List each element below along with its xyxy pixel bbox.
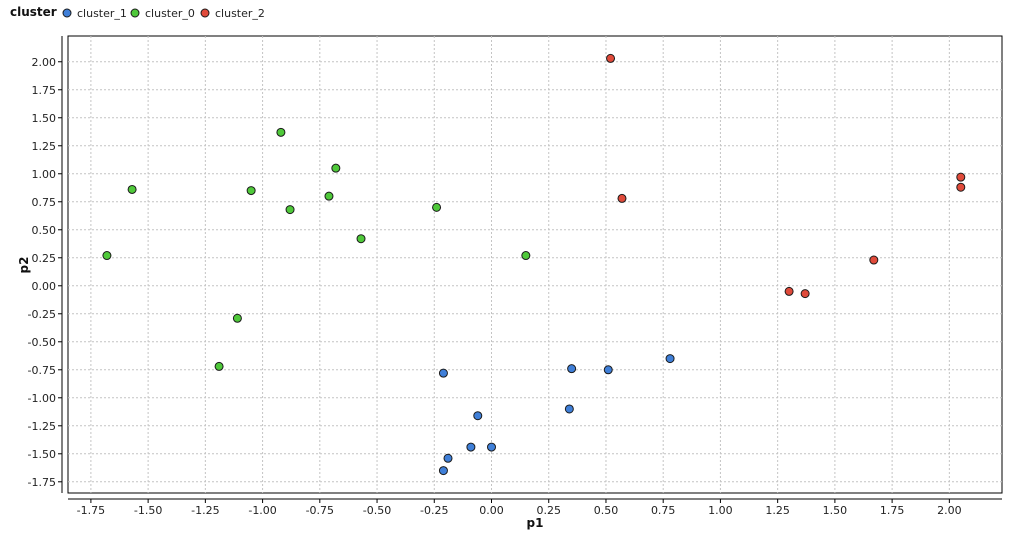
x-tick-label: -0.25 [420, 504, 448, 517]
x-tick-label: -1.75 [77, 504, 105, 517]
x-tick-label: 0.00 [479, 504, 504, 517]
legend-label-cluster_1: cluster_1 [77, 7, 127, 20]
legend-label-cluster_0: cluster_0 [145, 7, 195, 20]
point-cluster_0 [432, 202, 442, 212]
point-cluster_1 [665, 354, 675, 364]
y-tick-label: -0.50 [28, 336, 56, 349]
point-cluster_1 [443, 453, 453, 463]
y-tick-label: 1.50 [32, 112, 57, 125]
y-tick-label: -0.25 [28, 308, 56, 321]
legend-marker-cluster_2 [200, 8, 210, 18]
data-points [102, 53, 966, 476]
y-tick-label: -1.75 [28, 476, 56, 489]
x-axis-ticks: -1.75 -1.50 -1.25 -1.00 -0.75 -0.50 -0.25 0.00 0… [77, 499, 962, 517]
y-tick-label: 2.00 [32, 56, 57, 69]
plot-area [67, 35, 1003, 494]
x-tick-label: -0.75 [306, 504, 334, 517]
point-cluster_1 [603, 365, 613, 375]
point-cluster_0 [276, 127, 286, 137]
x-tick-label: -0.50 [363, 504, 391, 517]
y-axis-ticks: 2.00 1.75 1.50 1.25 1.00 0.75 0.50 0.25 0.00 -0.2… [28, 56, 62, 489]
y-tick-label: 1.75 [32, 84, 57, 97]
point-cluster_0 [331, 163, 341, 173]
x-tick-label: -1.00 [248, 504, 276, 517]
y-tick-label: -1.50 [28, 448, 56, 461]
y-tick-label: 0.75 [32, 196, 57, 209]
y-tick-label: 1.00 [32, 168, 57, 181]
point-cluster_1 [567, 364, 577, 374]
point-cluster_1 [564, 404, 574, 414]
point-cluster_0 [246, 186, 256, 196]
point-cluster_2 [956, 172, 966, 182]
point-cluster_0 [521, 251, 531, 261]
legend-marker-cluster_0 [130, 8, 140, 18]
point-cluster_0 [214, 361, 224, 371]
legend: cluster cluster_1 cluster_0 cluster_2 [10, 5, 265, 20]
x-tick-label: 1.25 [765, 504, 790, 517]
legend-title: cluster [10, 5, 57, 19]
x-tick-label: 1.50 [823, 504, 848, 517]
point-cluster_1 [473, 411, 483, 421]
point-cluster_0 [232, 313, 242, 323]
x-tick-label: 1.75 [880, 504, 905, 517]
point-cluster_2 [956, 182, 966, 192]
point-cluster_2 [869, 255, 879, 265]
point-cluster_0 [324, 191, 334, 201]
y-tick-label: 1.25 [32, 140, 57, 153]
point-cluster_0 [102, 251, 112, 261]
point-cluster_0 [127, 184, 137, 194]
y-tick-label: -0.75 [28, 364, 56, 377]
point-cluster_2 [617, 193, 627, 203]
point-cluster_1 [487, 442, 497, 452]
y-tick-label: 0.50 [32, 224, 57, 237]
x-axis-title: p1 [527, 516, 544, 530]
x-tick-label: 2.00 [937, 504, 962, 517]
x-tick-label: -1.25 [191, 504, 219, 517]
point-cluster_2 [606, 53, 616, 63]
y-tick-label: -1.00 [28, 392, 56, 405]
point-cluster_2 [784, 286, 794, 296]
point-cluster_1 [438, 466, 448, 476]
axes [61, 36, 1002, 500]
y-tick-label: 0.25 [32, 252, 57, 265]
grid [68, 36, 1002, 493]
x-tick-label: 1.00 [708, 504, 733, 517]
legend-marker-cluster_1 [62, 8, 72, 18]
y-axis-title: p2 [17, 257, 31, 274]
point-cluster_1 [438, 368, 448, 378]
legend-label-cluster_2: cluster_2 [215, 7, 265, 20]
x-tick-label: 0.25 [536, 504, 561, 517]
x-tick-label: 0.75 [651, 504, 676, 517]
x-tick-label: 0.50 [594, 504, 619, 517]
point-cluster_1 [466, 442, 476, 452]
point-cluster_0 [356, 234, 366, 244]
y-tick-label: 0.00 [32, 280, 57, 293]
y-tick-label: -1.25 [28, 420, 56, 433]
point-cluster_2 [800, 289, 810, 299]
x-tick-label: -1.50 [134, 504, 162, 517]
point-cluster_0 [285, 205, 295, 215]
